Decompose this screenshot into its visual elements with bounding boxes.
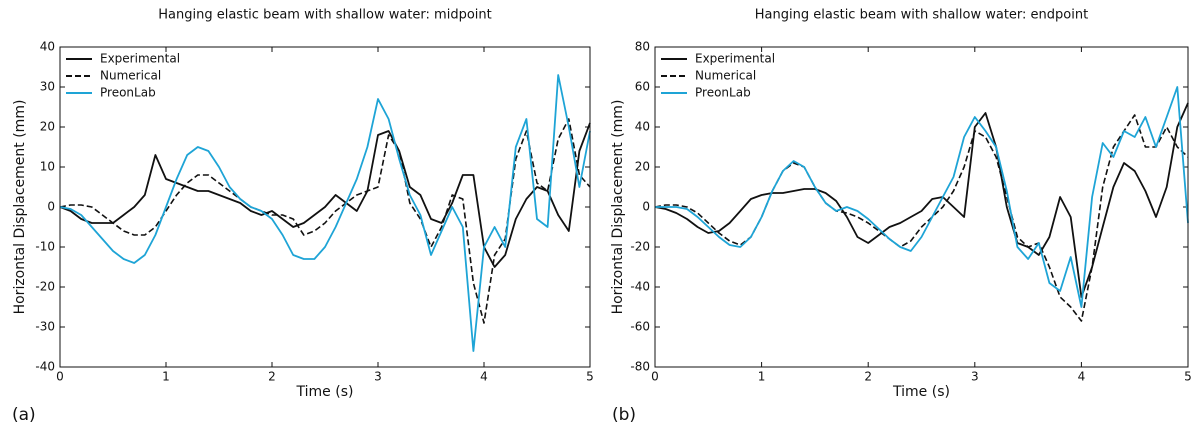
legend-label: Numerical	[100, 69, 161, 83]
plot-frame	[59, 46, 591, 368]
x-tick-label: 0	[651, 370, 659, 384]
y-tick-label: 0	[47, 200, 55, 214]
legend-label: PreonLab	[100, 86, 156, 100]
y-tick-label: -60	[630, 320, 650, 334]
y-tick-label: 60	[635, 80, 650, 94]
panel-label: (a)	[12, 405, 36, 425]
series-line	[654, 114, 1189, 322]
y-tick-label: -40	[630, 280, 650, 294]
y-tick-label: 20	[40, 120, 55, 134]
y-tick-label: -20	[35, 280, 55, 294]
y-tick-label: -40	[35, 360, 55, 374]
x-axis-label: Time (s)	[892, 384, 950, 400]
x-tick-label: 5	[586, 370, 594, 384]
series-line	[59, 118, 591, 324]
y-tick-label: -30	[35, 320, 55, 334]
x-tick-label: 4	[480, 370, 488, 384]
y-tick-label: 80	[635, 40, 650, 54]
chart-title: Hanging elastic beam with shallow water:…	[158, 8, 491, 23]
legend-label: Numerical	[695, 69, 756, 83]
y-tick-label: 30	[40, 80, 55, 94]
y-tick-label: -80	[630, 360, 650, 374]
x-tick-label: 3	[374, 370, 382, 384]
x-tick-label: 0	[56, 370, 64, 384]
panel-label: (b)	[612, 405, 636, 425]
legend-label: Experimental	[695, 52, 775, 66]
x-tick-label: 1	[758, 370, 766, 384]
x-axis-label: Time (s)	[296, 384, 354, 400]
y-tick-label: 20	[635, 160, 650, 174]
x-tick-label: 5	[1184, 370, 1192, 384]
legend-label: Experimental	[100, 52, 180, 66]
y-tick-label: 40	[635, 120, 650, 134]
series-line	[59, 122, 591, 268]
x-tick-label: 2	[864, 370, 872, 384]
plot-frame	[654, 46, 1189, 368]
y-axis-label: Horizontal Displacement (mm)	[12, 100, 28, 315]
y-tick-label: 40	[40, 40, 55, 54]
y-tick-label: 0	[642, 200, 650, 214]
series-line	[59, 74, 591, 352]
x-tick-label: 3	[971, 370, 979, 384]
x-tick-label: 4	[1078, 370, 1086, 384]
legend-label: PreonLab	[695, 86, 751, 100]
y-tick-label: 10	[40, 160, 55, 174]
y-tick-label: -10	[35, 240, 55, 254]
chart-title: Hanging elastic beam with shallow water:…	[755, 8, 1088, 23]
series-line	[655, 86, 1189, 308]
y-axis-label: Horizontal Displacement (mm)	[610, 100, 626, 315]
series-line	[654, 102, 1189, 298]
x-tick-label: 1	[162, 370, 170, 384]
y-tick-label: -20	[630, 240, 650, 254]
x-tick-label: 2	[268, 370, 276, 384]
